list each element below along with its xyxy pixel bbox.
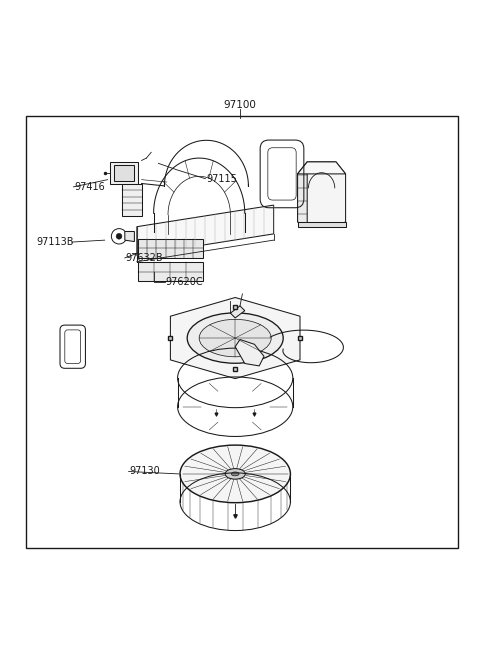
Polygon shape [298, 162, 307, 227]
Text: 97113B: 97113B [36, 237, 73, 247]
Polygon shape [230, 306, 245, 318]
Polygon shape [114, 165, 134, 181]
Ellipse shape [199, 320, 271, 357]
Text: 97416: 97416 [74, 182, 105, 192]
Polygon shape [235, 339, 264, 366]
Polygon shape [122, 183, 142, 216]
Text: 97130: 97130 [130, 466, 160, 476]
Polygon shape [298, 222, 346, 227]
Text: 97632B: 97632B [126, 253, 163, 263]
Text: 97100: 97100 [224, 100, 256, 110]
Polygon shape [298, 162, 346, 174]
Text: 97620C: 97620C [166, 277, 203, 288]
Polygon shape [110, 162, 138, 183]
Polygon shape [138, 238, 203, 258]
Polygon shape [137, 205, 274, 255]
Ellipse shape [231, 472, 239, 476]
Polygon shape [298, 162, 346, 227]
Circle shape [116, 233, 122, 239]
Ellipse shape [225, 468, 245, 479]
Polygon shape [170, 297, 300, 379]
Polygon shape [138, 262, 203, 282]
Ellipse shape [180, 445, 290, 502]
Ellipse shape [187, 313, 283, 364]
Text: 97115: 97115 [206, 174, 237, 183]
Polygon shape [125, 231, 134, 242]
